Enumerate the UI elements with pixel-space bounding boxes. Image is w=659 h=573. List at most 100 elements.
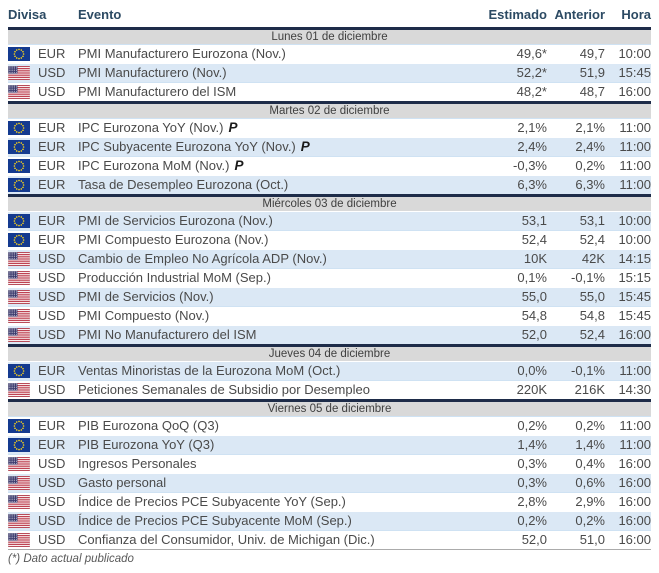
currency-flag-cell [8, 435, 38, 454]
event-row: USD PMI Compuesto (Nov.) 54,8 54,8 15:45 [8, 306, 651, 325]
event-row: USD PMI Manufacturero (Nov.) 52,2* 51,9 15:4… [8, 63, 651, 82]
us-flag-icon [8, 383, 30, 397]
previous-value: -0,1% [547, 268, 605, 287]
event-name: Confianza del Consumidor, Univ. de Michi… [78, 532, 375, 547]
preliminary-flag: P [228, 120, 238, 135]
us-flag-icon [8, 495, 30, 509]
column-header-divisa: Divisa [8, 7, 47, 22]
previous-value: 216K [547, 380, 605, 399]
event-name: PMI de Servicios (Nov.) [78, 289, 214, 304]
previous-value: 55,0 [547, 287, 605, 306]
currency-flag-cell [8, 325, 38, 344]
currency-flag-cell [8, 454, 38, 473]
previous-value: 53,1 [547, 211, 605, 230]
event-name-cell: IPC Eurozona MoM (Nov.) P [78, 156, 463, 175]
currency-code: USD [38, 287, 78, 306]
estimated-value: 2,1% [463, 118, 547, 137]
event-time: 16:00 [605, 492, 651, 511]
currency-flag-cell [8, 175, 38, 194]
previous-value: 42K [547, 249, 605, 268]
event-row: USD Peticiones Semanales de Subsidio por … [8, 380, 651, 399]
previous-value: 6,3% [547, 175, 605, 194]
day-separator-label: Lunes 01 de diciembre [8, 27, 651, 44]
event-name-cell: PMI Manufacturero Eurozona (Nov.) [78, 44, 463, 63]
eu-flag-icon [8, 364, 30, 378]
event-row: USD PMI No Manufacturero del ISM 52,0 52,4 1… [8, 325, 651, 344]
previous-value: 0,2% [547, 511, 605, 530]
previous-value: 0,2% [547, 156, 605, 175]
economic-calendar-table: Divisa Evento Estimado Anterior Hora Lun… [8, 4, 651, 550]
eu-flag-icon [8, 121, 30, 135]
previous-value: 2,1% [547, 118, 605, 137]
event-name: Gasto personal [78, 475, 167, 490]
previous-value: 52,4 [547, 325, 605, 344]
us-flag-icon [8, 476, 30, 490]
event-name-cell: Cambio de Empleo No Agrícola ADP (Nov.) [78, 249, 463, 268]
previous-value: 54,8 [547, 306, 605, 325]
event-name: Índice de Precios PCE Subyacente MoM (Se… [78, 513, 352, 528]
estimated-value: 52,0 [463, 530, 547, 550]
currency-flag-cell [8, 44, 38, 63]
currency-code: EUR [38, 118, 78, 137]
event-time: 15:45 [605, 63, 651, 82]
event-name-cell: Índice de Precios PCE Subyacente YoY (Se… [78, 492, 463, 511]
estimated-value: 54,8 [463, 306, 547, 325]
us-flag-icon [8, 271, 30, 285]
event-name: PMI Manufacturero (Nov.) [78, 65, 227, 80]
event-name: PMI Manufacturero del ISM [78, 84, 237, 99]
currency-flag-cell [8, 306, 38, 325]
estimated-value: 48,2* [463, 82, 547, 101]
eu-flag-icon [8, 159, 30, 173]
event-name-cell: IPC Subyacente Eurozona YoY (Nov.) P [78, 137, 463, 156]
eu-flag-icon [8, 419, 30, 433]
currency-flag-cell [8, 530, 38, 550]
event-name-cell: PMI de Servicios Eurozona (Nov.) [78, 211, 463, 230]
currency-flag-cell [8, 361, 38, 380]
event-name: Producción Industrial MoM (Sep.) [78, 270, 271, 285]
currency-code: USD [38, 249, 78, 268]
event-name-cell: Índice de Precios PCE Subyacente MoM (Se… [78, 511, 463, 530]
event-time: 10:00 [605, 44, 651, 63]
event-time: 11:00 [605, 435, 651, 454]
currency-flag-cell [8, 380, 38, 399]
us-flag-icon [8, 85, 30, 99]
event-time: 15:15 [605, 268, 651, 287]
estimated-value: 52,4 [463, 230, 547, 249]
event-name-cell: Producción Industrial MoM (Sep.) [78, 268, 463, 287]
event-name: PMI Compuesto (Nov.) [78, 308, 210, 323]
event-name-cell: IPC Eurozona YoY (Nov.) P [78, 118, 463, 137]
currency-flag-cell [8, 416, 38, 435]
eu-flag-icon [8, 214, 30, 228]
currency-code: USD [38, 306, 78, 325]
estimated-value: 52,0 [463, 325, 547, 344]
event-row: EUR IPC Eurozona YoY (Nov.) P 2,1% 2,1% 11:00 [8, 118, 651, 137]
event-name: Tasa de Desempleo Eurozona (Oct.) [78, 177, 289, 192]
estimated-value: 10K [463, 249, 547, 268]
event-time: 16:00 [605, 511, 651, 530]
day-separator-row: Martes 02 de diciembre [8, 101, 651, 118]
estimated-value: 0,1% [463, 268, 547, 287]
event-name: IPC Eurozona YoY (Nov.) [78, 120, 224, 135]
currency-flag-cell [8, 511, 38, 530]
event-name: PMI Manufacturero Eurozona (Nov.) [78, 46, 286, 61]
event-time: 14:15 [605, 249, 651, 268]
us-flag-icon [8, 514, 30, 528]
event-row: EUR PMI Compuesto Eurozona (Nov.) 52,4 52,4… [8, 230, 651, 249]
event-row: EUR Tasa de Desempleo Eurozona (Oct.) 6,3%… [8, 175, 651, 194]
estimated-value: 0,2% [463, 416, 547, 435]
event-name: Ingresos Personales [78, 456, 197, 471]
estimated-value: 52,2* [463, 63, 547, 82]
previous-value: 49,7 [547, 44, 605, 63]
column-header-anterior: Anterior [554, 7, 605, 22]
estimated-value: 0,3% [463, 473, 547, 492]
estimated-value: 0,2% [463, 511, 547, 530]
currency-flag-cell [8, 63, 38, 82]
event-name: PIB Eurozona QoQ (Q3) [78, 418, 219, 433]
event-name-cell: PIB Eurozona QoQ (Q3) [78, 416, 463, 435]
event-row: EUR PIB Eurozona YoY (Q3) 1,4% 1,4% 11:00 [8, 435, 651, 454]
previous-value: 1,4% [547, 435, 605, 454]
event-time: 10:00 [605, 230, 651, 249]
previous-value: -0,1% [547, 361, 605, 380]
currency-flag-cell [8, 473, 38, 492]
previous-value: 2,9% [547, 492, 605, 511]
